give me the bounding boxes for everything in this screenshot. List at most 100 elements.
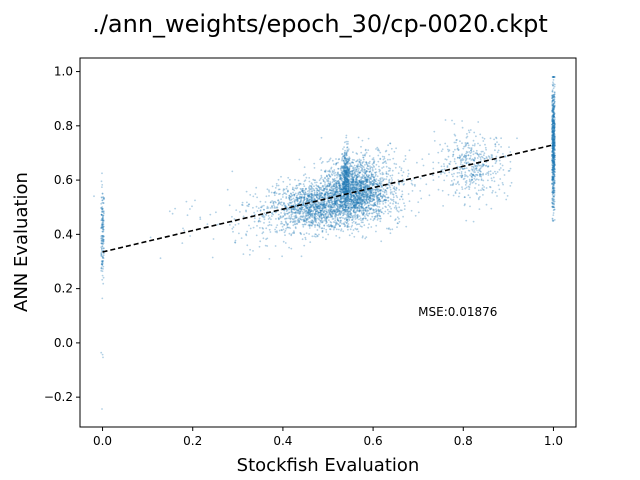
data-point: [331, 216, 334, 218]
data-point: [359, 181, 361, 183]
data-point: [386, 175, 388, 178]
data-point: [363, 198, 365, 200]
data-point: [331, 200, 334, 203]
data-point: [395, 187, 398, 190]
data-point: [310, 204, 313, 207]
data-point: [433, 130, 436, 133]
data-point: [322, 204, 325, 207]
data-point: [302, 213, 304, 215]
data-point: [336, 208, 338, 211]
data-point: [332, 225, 334, 228]
data-point: [296, 210, 299, 213]
data-point: [294, 227, 297, 230]
data-point: [453, 172, 455, 175]
data-point: [312, 195, 315, 198]
data-point: [365, 217, 367, 220]
data-point: [334, 201, 336, 204]
data-point: [324, 193, 327, 196]
data-point: [467, 194, 470, 197]
data-point: [326, 194, 329, 197]
data-point: [461, 120, 463, 122]
data-point: [339, 219, 342, 222]
data-point: [313, 213, 316, 216]
data-point: [102, 227, 104, 230]
data-point: [100, 237, 103, 240]
data-point: [346, 204, 349, 207]
data-point: [294, 205, 297, 208]
data-point: [343, 182, 345, 185]
data-point: [368, 191, 370, 194]
data-point: [330, 198, 332, 201]
data-point: [377, 188, 379, 191]
data-point: [335, 214, 338, 217]
data-point: [101, 236, 104, 239]
data-point: [328, 177, 330, 180]
data-point: [339, 177, 342, 180]
data-point: [345, 208, 347, 211]
data-point: [294, 206, 296, 209]
data-point: [354, 184, 357, 187]
data-point: [263, 208, 265, 211]
data-point: [271, 200, 273, 202]
data-point: [293, 220, 296, 223]
data-point: [320, 218, 323, 221]
data-point: [477, 178, 480, 181]
data-point: [373, 202, 376, 205]
data-point: [365, 151, 368, 154]
data-point: [345, 183, 348, 186]
data-point: [324, 193, 327, 196]
data-point: [331, 203, 333, 205]
data-point: [316, 203, 318, 206]
data-point: [328, 175, 331, 178]
data-point: [323, 211, 326, 213]
data-point: [313, 235, 316, 238]
data-point: [300, 196, 302, 198]
data-point: [347, 207, 350, 210]
data-point: [368, 162, 371, 165]
data-point: [299, 218, 302, 221]
data-point: [302, 224, 305, 226]
data-point: [290, 207, 293, 210]
data-point: [315, 205, 317, 208]
data-point: [343, 177, 346, 180]
data-point: [396, 216, 399, 219]
data-point: [321, 213, 324, 216]
data-point: [358, 203, 361, 206]
data-point: [279, 201, 282, 204]
data-point: [321, 213, 324, 216]
data-point: [321, 216, 323, 219]
data-point: [288, 215, 291, 218]
data-point: [343, 186, 346, 188]
data-point: [458, 157, 461, 160]
data-point: [316, 214, 319, 217]
data-point: [453, 133, 456, 136]
data-point: [325, 210, 328, 213]
data-point: [362, 209, 365, 212]
data-point: [458, 183, 460, 186]
data-point: [351, 218, 353, 221]
data-point: [293, 208, 296, 211]
data-point: [314, 233, 317, 236]
data-point: [280, 175, 282, 178]
data-point: [245, 233, 247, 236]
data-point: [312, 206, 315, 209]
data-point: [307, 220, 310, 223]
data-point: [364, 209, 367, 212]
data-point: [367, 198, 370, 201]
data-point: [321, 196, 324, 199]
data-point: [101, 192, 104, 195]
data-point: [311, 235, 314, 238]
data-point: [316, 223, 319, 226]
data-point: [309, 224, 312, 226]
data-point: [101, 211, 104, 214]
data-point: [320, 209, 322, 212]
data-point: [302, 200, 305, 203]
data-point: [262, 231, 265, 234]
data-point: [463, 155, 465, 158]
data-point: [331, 202, 334, 205]
data-point: [317, 206, 320, 208]
data-point: [339, 200, 342, 203]
data-point: [350, 225, 353, 228]
data-point: [297, 179, 300, 182]
data-point: [432, 179, 435, 182]
